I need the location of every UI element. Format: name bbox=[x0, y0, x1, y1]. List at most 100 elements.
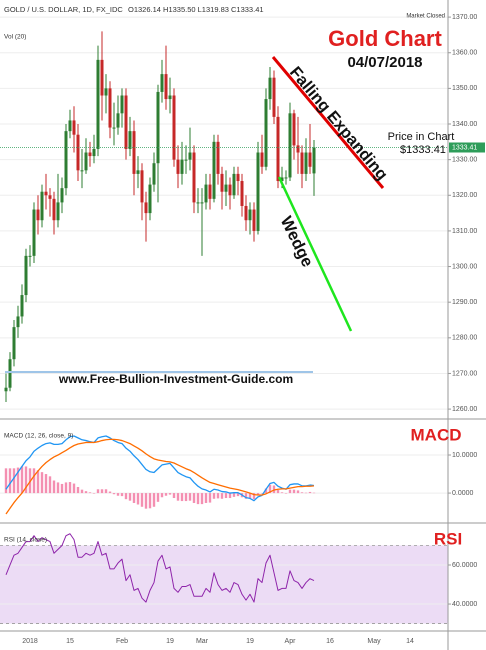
histogram-bar bbox=[216, 493, 220, 499]
histogram-bar bbox=[196, 493, 200, 505]
candle-body bbox=[224, 184, 228, 192]
candle-body bbox=[140, 170, 144, 203]
annotation-price-value: $1333.41 bbox=[400, 144, 446, 156]
candle-body bbox=[68, 120, 72, 132]
candle-body bbox=[16, 316, 20, 328]
upper-trendline bbox=[271, 56, 385, 189]
histogram-bar bbox=[308, 491, 312, 494]
candle-body bbox=[32, 209, 36, 256]
histogram-bar bbox=[76, 486, 80, 494]
x-tick-label: May bbox=[367, 638, 381, 645]
histogram-bar bbox=[56, 482, 60, 494]
histogram-bar bbox=[124, 493, 128, 500]
histogram-bar bbox=[148, 493, 152, 509]
histogram-bar bbox=[156, 493, 160, 502]
x-tick-label: 15 bbox=[66, 638, 74, 645]
candle-body bbox=[144, 202, 148, 214]
candle-body bbox=[292, 113, 296, 146]
candle-body bbox=[232, 173, 236, 196]
chart-symbol: GOLD / U.S. DOLLAR, 1D, FX_IDC bbox=[4, 5, 123, 14]
candle-body bbox=[80, 170, 84, 172]
candle-body bbox=[40, 191, 44, 221]
annotation-price-caption: Price in Chart bbox=[388, 131, 455, 143]
histogram-bar bbox=[112, 493, 116, 495]
histogram-bar bbox=[52, 480, 56, 494]
candle-body bbox=[128, 131, 132, 149]
candle-body bbox=[188, 152, 192, 160]
y-tick-label: 1350.00 bbox=[452, 85, 477, 92]
histogram-bar bbox=[152, 493, 156, 507]
histogram-bar bbox=[236, 493, 240, 497]
candle-body bbox=[152, 163, 156, 185]
candle-body bbox=[136, 170, 140, 174]
histogram-bar bbox=[72, 483, 76, 494]
candle-body bbox=[288, 113, 292, 178]
histogram-bar bbox=[92, 493, 96, 494]
histogram-bar bbox=[288, 489, 292, 494]
histogram-bar bbox=[220, 493, 224, 499]
candle-body bbox=[236, 173, 240, 182]
histogram-bar bbox=[264, 488, 268, 494]
candle-body bbox=[92, 148, 96, 157]
histogram-bar bbox=[128, 493, 132, 501]
histogram-bar bbox=[108, 491, 112, 494]
histogram-bar bbox=[304, 492, 308, 494]
y-tick-label: 60.0000 bbox=[452, 562, 477, 569]
x-tick-label: Mar bbox=[196, 638, 209, 645]
histogram-bar bbox=[136, 493, 140, 505]
macd-tag: MACD bbox=[411, 425, 462, 444]
candle-body bbox=[272, 77, 276, 117]
candle-body bbox=[308, 152, 312, 167]
candle-body bbox=[24, 255, 28, 296]
histogram-bar bbox=[44, 474, 48, 494]
candle-body bbox=[88, 152, 92, 157]
histogram-bar bbox=[84, 491, 88, 494]
candle-body bbox=[296, 145, 300, 153]
candle-body bbox=[220, 173, 224, 192]
candle-body bbox=[116, 113, 120, 128]
candle-body bbox=[244, 205, 248, 221]
candle-body bbox=[108, 88, 112, 128]
y-tick-label: 1320.00 bbox=[452, 192, 477, 199]
candle-body bbox=[164, 74, 168, 100]
candle-body bbox=[120, 95, 124, 114]
candle-body bbox=[20, 295, 24, 317]
y-tick-label: 1280.00 bbox=[452, 335, 477, 342]
histogram-bar bbox=[296, 490, 300, 494]
x-tick-label: 16 bbox=[326, 638, 334, 645]
histogram-bar bbox=[224, 493, 228, 499]
candle-body bbox=[264, 99, 268, 167]
candle-body bbox=[312, 147, 316, 174]
histogram-bar bbox=[280, 492, 284, 494]
candle-body bbox=[184, 159, 188, 161]
histogram-bar bbox=[192, 493, 196, 503]
histogram-bar bbox=[300, 492, 304, 494]
candle-body bbox=[156, 91, 160, 164]
candle-body bbox=[52, 198, 56, 221]
candle-body bbox=[196, 202, 200, 204]
histogram-bar bbox=[268, 484, 272, 494]
macd-line bbox=[5, 438, 315, 515]
candle-body bbox=[104, 88, 108, 96]
histogram-bar bbox=[228, 493, 232, 499]
candle-body bbox=[248, 209, 252, 221]
y-tick-label: 1290.00 bbox=[452, 299, 477, 306]
candle-body bbox=[256, 152, 260, 231]
rsi-label: RSI (14, close) bbox=[4, 537, 47, 544]
candle-body bbox=[280, 177, 284, 182]
histogram-bar bbox=[100, 489, 104, 494]
candle-body bbox=[228, 184, 232, 196]
annotation-website: www.Free-Bullion-Investment-Guide.com bbox=[58, 372, 293, 386]
histogram-bar bbox=[256, 493, 260, 495]
histogram-bar bbox=[244, 493, 248, 499]
candle-body bbox=[212, 141, 216, 199]
candle-body bbox=[132, 131, 136, 174]
y-tick-label: 1370.00 bbox=[452, 14, 477, 21]
y-tick-label: 10.0000 bbox=[452, 452, 477, 459]
histogram-bar bbox=[120, 493, 124, 497]
histogram-bar bbox=[276, 490, 280, 494]
rsi-tag: RSI bbox=[434, 529, 462, 548]
histogram-bar bbox=[272, 485, 276, 494]
histogram-bar bbox=[184, 493, 188, 502]
candle-body bbox=[260, 152, 264, 167]
